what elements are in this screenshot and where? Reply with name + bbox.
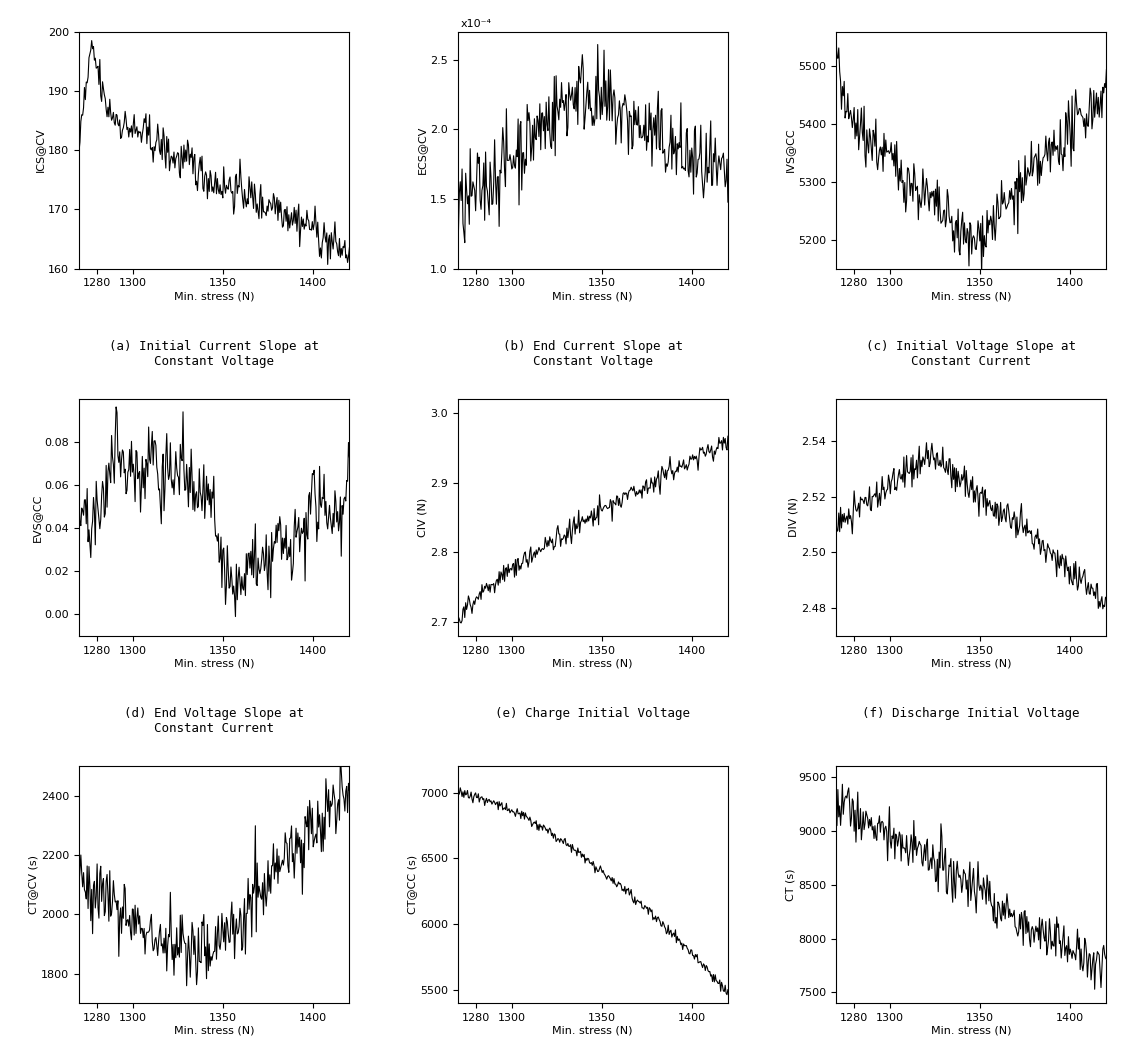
Text: (c) Initial Voltage Slope at
Constant Current: (c) Initial Voltage Slope at Constant Cu… <box>866 340 1076 367</box>
X-axis label: Min. stress (N): Min. stress (N) <box>174 291 254 301</box>
Y-axis label: CIV (N): CIV (N) <box>418 497 427 538</box>
Y-axis label: IVS@CC: IVS@CC <box>786 128 796 172</box>
Text: (d) End Voltage Slope at
Constant Current: (d) End Voltage Slope at Constant Curren… <box>124 708 304 735</box>
Y-axis label: ECS@CV: ECS@CV <box>418 126 427 174</box>
X-axis label: Min. stress (N): Min. stress (N) <box>552 291 633 301</box>
Y-axis label: CT (s): CT (s) <box>786 868 796 901</box>
Y-axis label: ICS@CV: ICS@CV <box>35 128 45 172</box>
Y-axis label: CT@CC (s): CT@CC (s) <box>406 855 417 914</box>
X-axis label: Min. stress (N): Min. stress (N) <box>552 659 633 668</box>
Y-axis label: EVS@CC: EVS@CC <box>32 493 42 542</box>
X-axis label: Min. stress (N): Min. stress (N) <box>931 291 1012 301</box>
X-axis label: Min. stress (N): Min. stress (N) <box>174 659 254 668</box>
X-axis label: Min. stress (N): Min. stress (N) <box>931 659 1012 668</box>
Text: (e) Charge Initial Voltage: (e) Charge Initial Voltage <box>496 708 690 720</box>
X-axis label: Min. stress (N): Min. stress (N) <box>552 1025 633 1036</box>
Text: (a) Initial Current Slope at
Constant Voltage: (a) Initial Current Slope at Constant Vo… <box>110 340 320 367</box>
Text: (f) Discharge Initial Voltage: (f) Discharge Initial Voltage <box>863 708 1080 720</box>
X-axis label: Min. stress (N): Min. stress (N) <box>174 1025 254 1036</box>
Y-axis label: CT@CV (s): CT@CV (s) <box>28 855 38 914</box>
Text: (b) End Current Slope at
Constant Voltage: (b) End Current Slope at Constant Voltag… <box>502 340 683 367</box>
Text: x10⁻⁴: x10⁻⁴ <box>461 19 491 30</box>
X-axis label: Min. stress (N): Min. stress (N) <box>931 1025 1012 1036</box>
Y-axis label: DIV (N): DIV (N) <box>788 497 798 538</box>
